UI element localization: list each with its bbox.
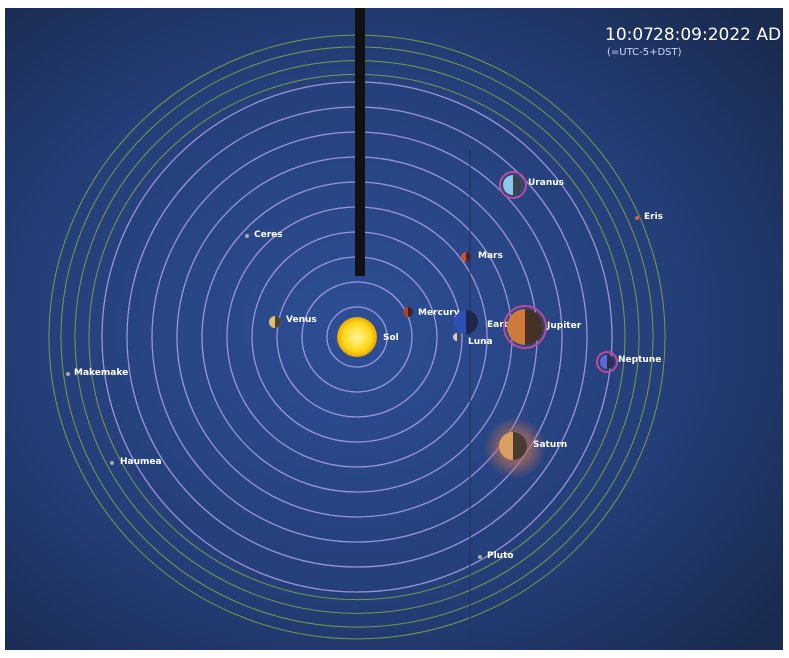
celestial-body bbox=[245, 234, 249, 238]
planet-rim bbox=[596, 351, 618, 373]
night-side bbox=[513, 175, 523, 195]
night-side bbox=[466, 252, 471, 262]
bodies: Sol Mercury Venus Earth Luna Mars Jupiter Satur… bbox=[66, 171, 663, 561]
body-label: Pluto bbox=[487, 551, 514, 561]
night-side bbox=[607, 355, 614, 369]
body-label: Venus bbox=[286, 315, 317, 325]
occluding-bar bbox=[355, 8, 365, 276]
celestial-body bbox=[635, 216, 639, 220]
night-side bbox=[513, 432, 527, 460]
night-side bbox=[525, 309, 543, 345]
body-label: Earth bbox=[487, 320, 514, 330]
celestial-body bbox=[478, 555, 482, 559]
body-label: Haumea bbox=[120, 457, 162, 467]
body-label: Mars bbox=[478, 251, 503, 261]
body-label: Eris bbox=[644, 212, 663, 222]
celestial-body bbox=[337, 317, 377, 357]
body-label: Neptune bbox=[618, 355, 661, 365]
body-label: Uranus bbox=[528, 178, 564, 188]
clock-date: 28:09:2022 AD bbox=[653, 25, 781, 45]
timezone: (=UTC-5+DST) bbox=[607, 47, 682, 58]
planet-rim bbox=[503, 305, 547, 349]
celestial-body bbox=[110, 461, 114, 465]
night-side bbox=[408, 307, 413, 317]
body-label: Saturn bbox=[533, 440, 567, 450]
celestial-body bbox=[66, 372, 70, 376]
body-label: Luna bbox=[468, 337, 493, 347]
night-side bbox=[275, 316, 281, 328]
night-side bbox=[457, 333, 461, 341]
night-side bbox=[466, 310, 478, 334]
body-label: Ceres bbox=[254, 230, 283, 240]
body-label: Makemake bbox=[74, 368, 128, 378]
body-label: Mercury bbox=[418, 308, 460, 318]
orbit-ring bbox=[326, 306, 388, 368]
orbit-ring bbox=[301, 281, 413, 393]
body-label: Sol bbox=[383, 333, 399, 343]
body-label: Jupiter bbox=[546, 321, 582, 331]
clock-time: 10:07 bbox=[605, 25, 654, 45]
background bbox=[5, 8, 783, 650]
planet-rim bbox=[499, 171, 527, 199]
